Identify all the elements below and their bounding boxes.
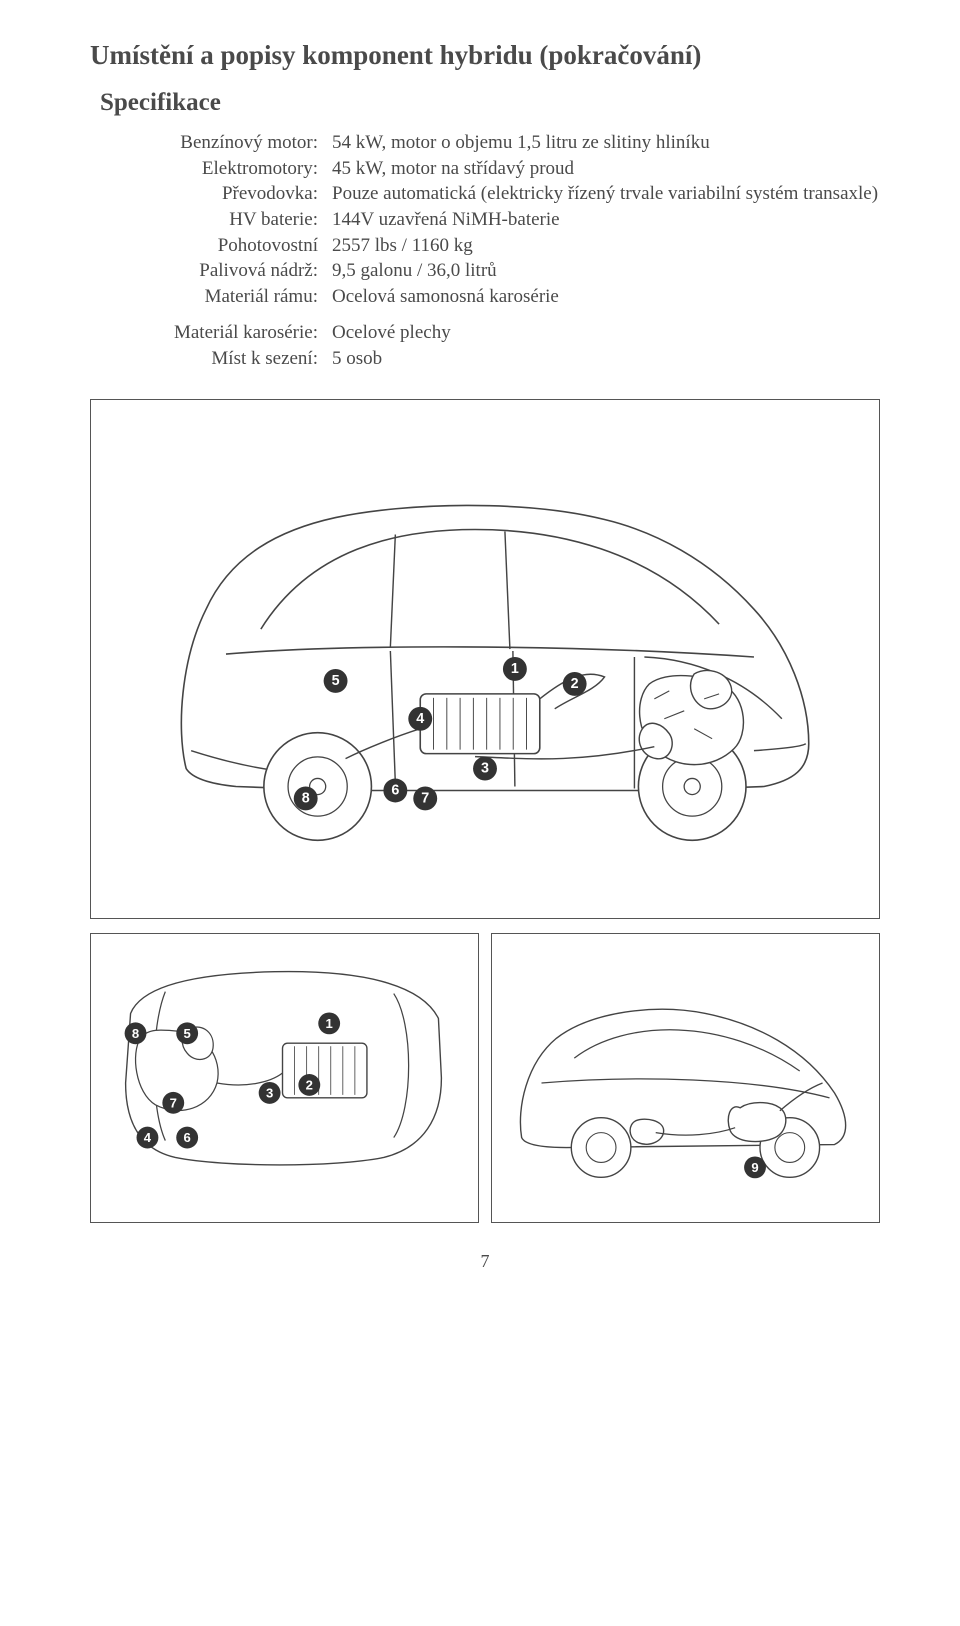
spec-label: Benzínový motor: bbox=[118, 131, 332, 156]
svg-text:8: 8 bbox=[132, 1026, 139, 1041]
spec-row: Míst k sezení: 5 osob bbox=[118, 347, 880, 372]
spec-label: Převodovka: bbox=[118, 182, 332, 207]
svg-text:9: 9 bbox=[751, 1160, 758, 1175]
spec-row: Materiál karosérie: Ocelové plechy bbox=[118, 321, 880, 346]
spec-value: 5 osob bbox=[332, 347, 880, 372]
diagram-side-view: 1 2 3 4 5 6 7 8 bbox=[90, 399, 880, 919]
spec-label: Míst k sezení: bbox=[118, 347, 332, 372]
spec-value: 54 kW, motor o objemu 1,5 litru ze sliti… bbox=[332, 131, 880, 156]
svg-text:2: 2 bbox=[571, 676, 579, 692]
svg-text:4: 4 bbox=[416, 711, 424, 727]
spec-row: Benzínový motor: 54 kW, motor o objemu 1… bbox=[118, 131, 880, 156]
svg-text:2: 2 bbox=[306, 1078, 313, 1093]
page-number: 7 bbox=[90, 1251, 880, 1272]
svg-text:3: 3 bbox=[266, 1086, 273, 1101]
spec-value: 144V uzavřená NiMH-baterie bbox=[332, 208, 880, 233]
diagram-top-view: 1 2 3 4 5 6 7 8 bbox=[90, 933, 479, 1223]
page-title: Umístění a popisy komponent hybridu (pok… bbox=[90, 40, 880, 71]
spec-value: Ocelová samonosná karosérie bbox=[332, 285, 880, 310]
spec-value: 45 kW, motor na střídavý proud bbox=[332, 157, 880, 182]
spec-label: HV baterie: bbox=[118, 208, 332, 233]
svg-text:8: 8 bbox=[302, 791, 310, 807]
svg-text:7: 7 bbox=[170, 1096, 177, 1111]
spec-row: Elektromotory: 45 kW, motor na střídavý … bbox=[118, 157, 880, 182]
spec-value: 2557 lbs / 1160 kg bbox=[332, 234, 880, 259]
spec-row: Palivová nádrž: 9,5 galonu / 36,0 litrů bbox=[118, 259, 880, 284]
svg-text:5: 5 bbox=[332, 673, 340, 689]
spec-label: Materiál rámu: bbox=[118, 285, 332, 310]
spec-label: Pohotovostní bbox=[118, 234, 332, 259]
spec-row: Převodovka: Pouze automatická (elektrick… bbox=[118, 182, 880, 207]
diagram-fuel-view: 9 bbox=[491, 933, 880, 1223]
svg-text:6: 6 bbox=[184, 1130, 191, 1145]
diagrams-container: 1 2 3 4 5 6 7 8 1 2 3 4 5 6 7 8 9 bbox=[90, 399, 880, 1223]
section-subtitle: Specifikace bbox=[100, 89, 880, 117]
svg-text:6: 6 bbox=[391, 783, 399, 799]
svg-text:1: 1 bbox=[326, 1016, 333, 1031]
spec-value: 9,5 galonu / 36,0 litrů bbox=[332, 259, 880, 284]
document-page: Umístění a popisy komponent hybridu (pok… bbox=[0, 0, 960, 1302]
spec-label: Materiál karosérie: bbox=[118, 321, 332, 346]
svg-text:1: 1 bbox=[511, 661, 519, 677]
svg-text:3: 3 bbox=[481, 761, 489, 777]
spec-value: Pouze automatická (elektricky řízený trv… bbox=[332, 182, 880, 207]
spec-row: Pohotovostní 2557 lbs / 1160 kg bbox=[118, 234, 880, 259]
svg-text:5: 5 bbox=[184, 1026, 191, 1041]
spec-value: Ocelové plechy bbox=[332, 321, 880, 346]
spec-label: Palivová nádrž: bbox=[118, 259, 332, 284]
svg-text:7: 7 bbox=[421, 791, 429, 807]
spec-row: HV baterie: 144V uzavřená NiMH-baterie bbox=[118, 208, 880, 233]
spec-table: Benzínový motor: 54 kW, motor o objemu 1… bbox=[118, 131, 880, 371]
spec-label: Elektromotory: bbox=[118, 157, 332, 182]
svg-text:4: 4 bbox=[144, 1130, 152, 1145]
spec-row: Materiál rámu: Ocelová samonosná karosér… bbox=[118, 285, 880, 310]
